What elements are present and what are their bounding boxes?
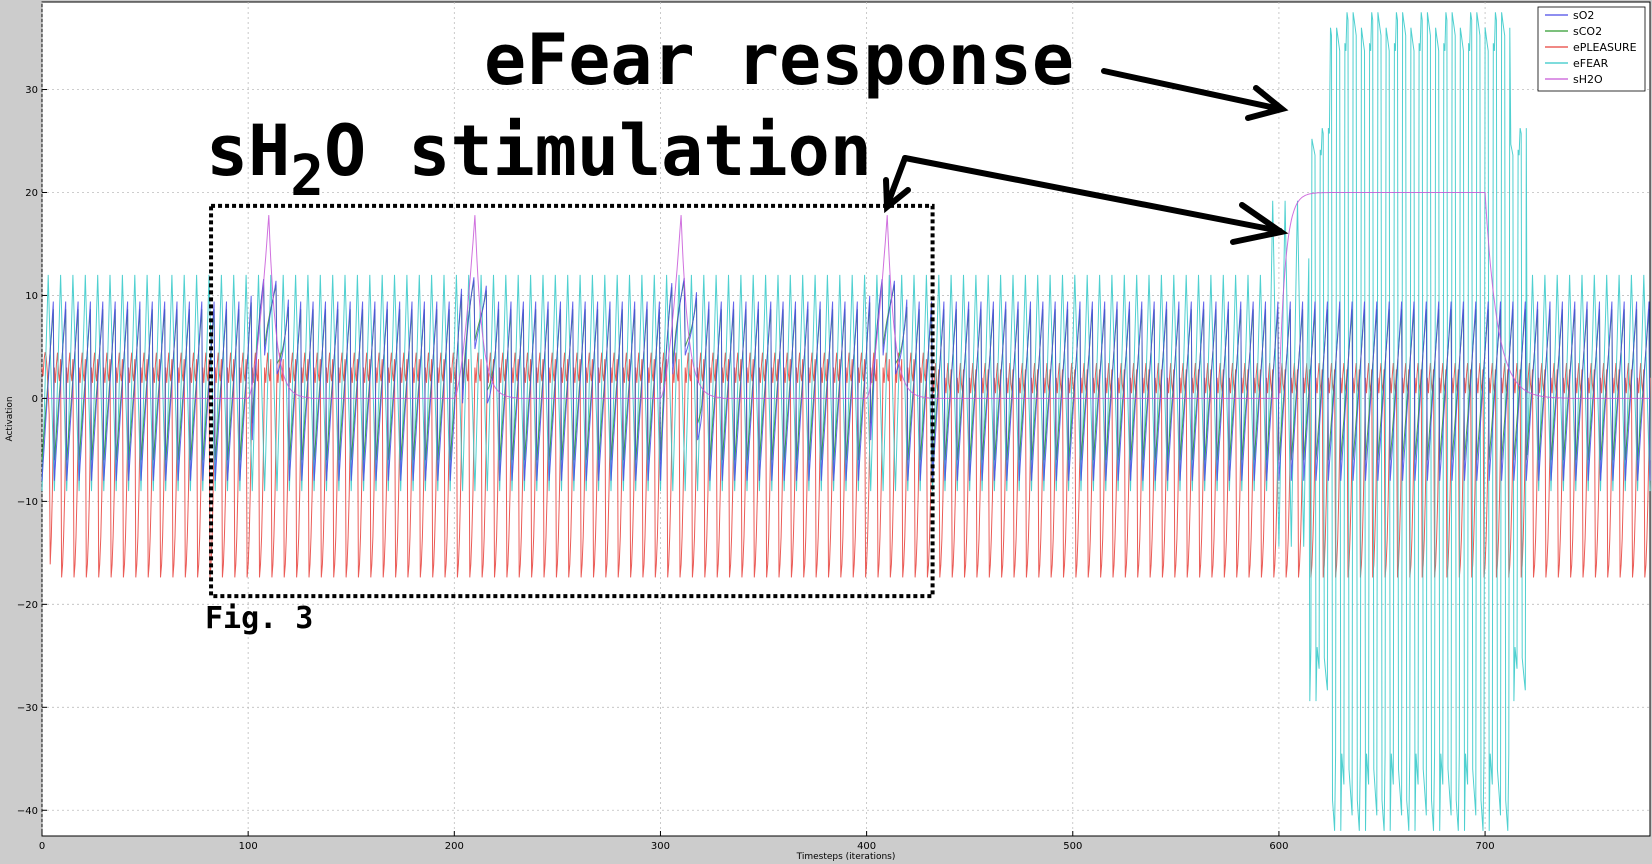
legend-entry: sO2	[1573, 9, 1594, 22]
axis-ticks: 0 100 200 300 400 500 600 700 −40 −30 −20 −10 0 10 20 3…	[17, 85, 1495, 852]
series-lines	[41, 12, 1651, 831]
legend-box	[1537, 6, 1646, 92]
x-axis-label: Timesteps (iterations)	[796, 852, 896, 862]
y-tick-label: 10	[25, 291, 38, 302]
legend-entry: eFEAR	[1573, 57, 1609, 70]
arrow-sh2o-head-b	[1230, 202, 1289, 245]
x-tick-label: 700	[1476, 841, 1495, 852]
y-tick-label: 20	[25, 188, 38, 199]
x-tick-label: 0	[39, 841, 45, 852]
x-tick-label: 400	[857, 841, 876, 852]
annotation-sh2o-tail: O stimulation	[324, 110, 872, 192]
legend-entry: sCO2	[1573, 25, 1602, 38]
arrow-sh2o-shaft-b	[902, 155, 1283, 234]
annotation-arrows	[883, 68, 1289, 245]
annotation-sh2o-sub: 2	[290, 144, 324, 209]
annotation-fig-3: Fig. 3	[205, 601, 313, 636]
legend-entry: sH2O	[1573, 73, 1603, 86]
y-axis-label: Activation	[5, 396, 15, 441]
x-tick-label: 600	[1269, 841, 1288, 852]
series-line-sh2o	[42, 192, 1650, 399]
annotation-sh2o-stimulation: sH2O stimulation	[206, 110, 872, 209]
annotation-sh2o-main: sH	[206, 110, 290, 192]
arrow-efear-head	[1245, 85, 1289, 121]
series-line-epleasure	[41, 352, 1651, 578]
annotation-efear-response: eFear response	[484, 19, 1074, 101]
arrow-efear-shaft	[1101, 68, 1283, 112]
x-tick-label: 200	[445, 841, 464, 852]
y-tick-label: −20	[17, 600, 38, 611]
y-tick-label: 30	[25, 85, 38, 96]
x-tick-label: 500	[1063, 841, 1082, 852]
y-tick-label: −40	[17, 806, 38, 817]
y-tick-label: −30	[17, 703, 38, 714]
x-tick-label: 300	[651, 841, 670, 852]
arrow-sh2o-shaft-a	[884, 155, 908, 209]
legend-entry: ePLEASURE	[1573, 41, 1637, 54]
y-tick-label: 0	[32, 394, 38, 405]
series-line-so2	[41, 277, 1651, 481]
legend: sO2 sCO2 ePLEASURE eFEAR sH2O	[1537, 6, 1646, 92]
highlight-box	[209, 203, 935, 599]
y-tick-label: −10	[17, 497, 38, 508]
arrow-sh2o-head-a	[883, 177, 911, 214]
x-tick-label: 100	[239, 841, 258, 852]
